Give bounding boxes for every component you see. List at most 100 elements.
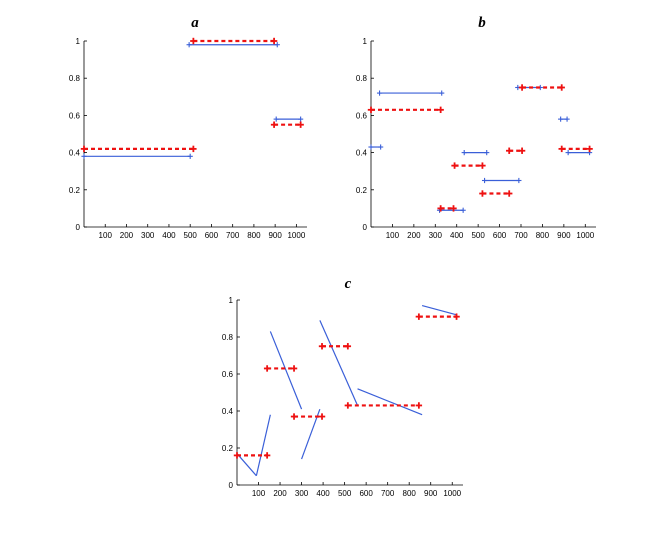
panel-b-blue-marker	[564, 116, 570, 122]
panel-a-x-tick-label: 200	[120, 231, 134, 240]
panel-c-x-tick-label: 400	[316, 489, 330, 498]
panel-b-red-marker	[451, 162, 458, 169]
panel-c-x-tick-label: 1000	[443, 489, 461, 498]
panel-b-y-tick-label: 1	[363, 37, 368, 46]
panel-a-x-tick-label: 600	[205, 231, 219, 240]
panel-c-x-tick-label: 200	[273, 489, 287, 498]
panel-a-x-tick-label: 100	[99, 231, 113, 240]
panel-a-red-marker	[297, 121, 304, 128]
panel-c-blue-segment	[421, 304, 457, 316]
panel-a-red-marker	[270, 121, 278, 128]
panel-b: b 0 0.2 0.4 0.6 0.8 1 100 200 300 400 500 600 700 800…	[356, 15, 596, 240]
panel-a-y-tick-label: 1	[76, 37, 81, 46]
panel-b-x-tick-label: 100	[386, 231, 400, 240]
panel-c-red-marker	[318, 413, 326, 420]
panel-c-y-tick-label: 0.2	[222, 444, 234, 453]
panel-c-red-marker	[344, 402, 352, 409]
panel-a-y-tick-label: 0.2	[69, 186, 81, 195]
panel-c-red-marker	[290, 365, 298, 372]
panel-b-red-marker	[437, 205, 444, 212]
panel-b-x-tick-label: 900	[557, 231, 571, 240]
panel-b-x-tick-label: 800	[536, 231, 550, 240]
panel-a-blue-marker	[187, 153, 193, 159]
panel-b-y-tick-label: 0.2	[356, 186, 368, 195]
panel-b-blue-marker	[461, 150, 467, 156]
panel-c-x-tick-label: 600	[359, 489, 373, 498]
panel-b-x-tick-label: 200	[407, 231, 421, 240]
panel-a-blue-marker	[274, 42, 280, 48]
panel-b-red-marker	[479, 162, 486, 169]
panel-a-red-marker	[270, 37, 278, 45]
panel-c-blue-segment	[357, 388, 423, 416]
panel-c-x-tick-label: 800	[403, 489, 417, 498]
panel-a-y-tick-label: 0	[76, 223, 81, 232]
panel-b-red-marker	[437, 106, 444, 114]
panel-c-x-tick-label: 500	[338, 489, 352, 498]
panel-c-red-marker	[415, 402, 423, 409]
panel-a-blue-marker	[273, 116, 279, 122]
panel-c-y-tick-label: 0	[229, 481, 234, 490]
panel-b-x-tick-label: 500	[471, 231, 485, 240]
panel-c-blue-segment	[269, 331, 303, 410]
panel-c-red-marker	[415, 313, 423, 320]
panel-b-red-marker	[450, 205, 457, 212]
panel-b-red-marker	[558, 84, 565, 91]
panel-c-plot: 0 0.2 0.4 0.6 0.8 1 100 200 300 400 500 600 700 800 90…	[222, 296, 463, 498]
panel-c-x-tick-label: 700	[381, 489, 395, 498]
panel-b-plot: 0 0.2 0.4 0.6 0.8 1 100 200 300 400 500 600 700 800 90…	[356, 37, 596, 240]
panel-c-y-tick-label: 1	[229, 296, 234, 305]
panel-c-title: c	[345, 276, 352, 292]
panel-b-y-tick-label: 0.6	[356, 111, 368, 120]
panel-b-x-tick-label: 300	[429, 231, 443, 240]
panel-b-red-marker	[479, 190, 486, 197]
panel-b-blue-marker	[481, 177, 488, 184]
panel-b-x-tick-label: 1000	[576, 231, 594, 240]
panel-b-red-marker	[518, 147, 526, 154]
panel-b-blue-marker	[439, 90, 445, 96]
panel-a-blue-marker	[298, 116, 304, 122]
panel-b-x-tick-label: 600	[493, 231, 507, 240]
panel-b-y-tick-label: 0.4	[356, 149, 368, 158]
panel-b-y-tick-label: 0	[363, 223, 368, 232]
panel-c: c 0 0.2 0.4 0.6 0.8 1 100 200 300 400 500 600 700 800…	[222, 276, 463, 498]
panel-c-blue-segment	[255, 414, 271, 476]
panel-a-x-tick-label: 900	[268, 231, 282, 240]
panel-b-x-tick-label: 700	[514, 231, 528, 240]
panel-a-plot: 0 0.2 0.4 0.6 0.8 1 100 200 300 400 500 600 700 800 90…	[69, 37, 307, 240]
panel-b-blue-marker	[484, 150, 490, 156]
panel-b-red-marker	[367, 106, 375, 114]
panel-a-red-marker	[190, 145, 197, 153]
panel-a: a 0 0.2 0.4 0.6 0.8 1 100 200 300 400 500 600 700 800…	[69, 15, 307, 240]
panel-a-y-tick-label: 0.6	[69, 111, 81, 120]
panel-a-x-tick-label: 400	[162, 231, 176, 240]
panel-b-x-tick-label: 400	[450, 231, 464, 240]
panel-a-red-marker	[80, 145, 88, 153]
panel-a-x-tick-label: 300	[141, 231, 155, 240]
panel-c-red-marker	[453, 313, 460, 320]
panel-a-x-tick-label: 700	[226, 231, 240, 240]
panel-c-x-tick-label: 100	[252, 489, 266, 498]
panel-b-blue-marker	[516, 177, 522, 184]
panel-c-y-tick-label: 0.4	[222, 407, 234, 416]
panel-a-x-tick-label: 1000	[287, 231, 305, 240]
panel-c-red-marker	[318, 343, 326, 350]
panel-b-blue-marker	[378, 144, 384, 150]
panel-c-red-marker	[263, 365, 271, 372]
panel-a-red-marker	[190, 37, 197, 45]
panel-c-blue-segment	[236, 453, 257, 477]
panel-c-x-tick-label: 900	[424, 489, 438, 498]
panel-b-red-marker	[506, 147, 513, 154]
panel-a-x-tick-label: 800	[247, 231, 261, 240]
panel-c-red-marker	[233, 452, 241, 459]
panel-b-blue-marker	[368, 144, 374, 150]
panel-a-title: a	[191, 15, 199, 31]
panel-b-red-marker	[506, 190, 513, 197]
panel-c-red-marker	[263, 452, 271, 459]
panel-c-y-tick-label: 0.8	[222, 333, 234, 342]
panel-a-x-tick-label: 500	[184, 231, 198, 240]
panel-c-x-tick-label: 300	[295, 489, 309, 498]
panel-b-red-marker	[558, 145, 565, 153]
panel-c-y-tick-label: 0.6	[222, 370, 234, 379]
panel-a-y-tick-label: 0.4	[69, 149, 81, 158]
